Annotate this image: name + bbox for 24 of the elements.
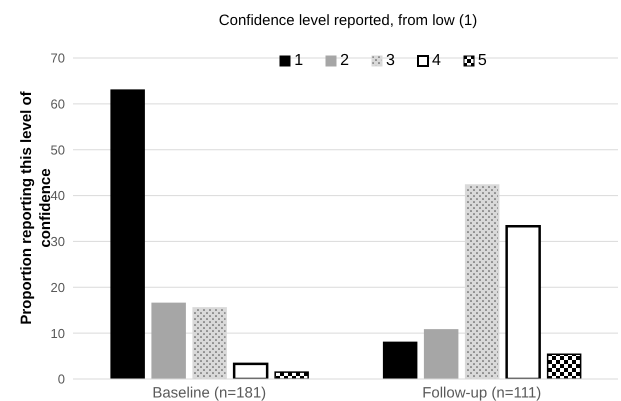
y-tick-label: 60 xyxy=(50,96,65,112)
y-tick-label: 10 xyxy=(50,326,65,341)
y-tick-label: 70 xyxy=(50,50,65,66)
bar xyxy=(274,371,309,379)
bar xyxy=(151,302,186,379)
legend-label: 1 xyxy=(294,52,304,70)
bar xyxy=(110,89,145,379)
y-tick-label: 20 xyxy=(50,280,65,295)
y-tick-label: 50 xyxy=(50,142,65,158)
y-tick-label: 0 xyxy=(58,372,65,387)
x-tick-label: Baseline (n=181) xyxy=(152,384,266,401)
x-tick-label: Follow-up (n=111) xyxy=(422,384,542,401)
y-tick-label: 40 xyxy=(50,188,65,204)
bar xyxy=(505,225,541,379)
bar xyxy=(382,342,418,379)
bar xyxy=(232,362,268,379)
legend-label: 4 xyxy=(432,52,441,70)
chart-title: Confidence level reported, from low (1) xyxy=(218,12,478,29)
legend-label: 5 xyxy=(478,52,487,70)
bar xyxy=(546,353,582,379)
legend-label: 2 xyxy=(340,52,350,70)
legend-label: 3 xyxy=(386,52,395,70)
bar xyxy=(424,329,458,379)
y-tick-label: 30 xyxy=(50,234,65,250)
